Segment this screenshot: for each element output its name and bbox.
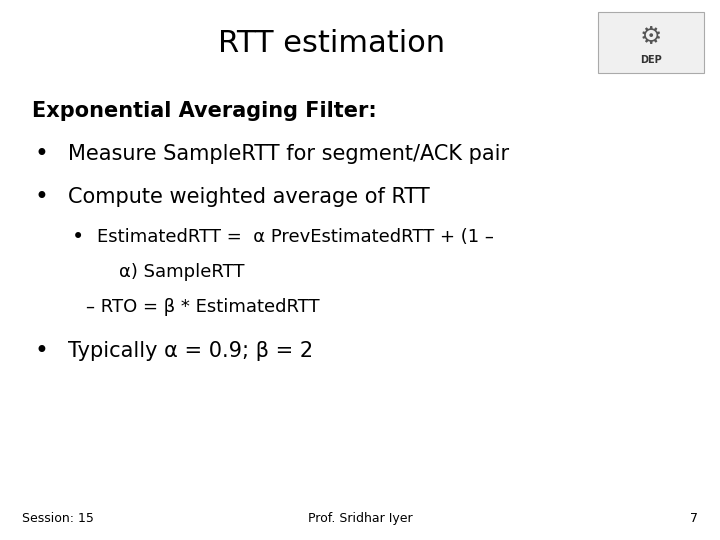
Text: •: • <box>35 185 48 209</box>
Text: Exponential Averaging Filter:: Exponential Averaging Filter: <box>32 100 377 121</box>
Text: Session: 15: Session: 15 <box>22 512 94 525</box>
FancyBboxPatch shape <box>598 12 704 73</box>
Text: Typically α = 0.9; β = 2: Typically α = 0.9; β = 2 <box>68 341 313 361</box>
Text: 7: 7 <box>690 512 698 525</box>
Text: •: • <box>35 142 48 166</box>
Text: Prof. Sridhar Iyer: Prof. Sridhar Iyer <box>307 512 413 525</box>
Text: Measure SampleRTT for segment/ACK pair: Measure SampleRTT for segment/ACK pair <box>68 144 510 164</box>
Text: EstimatedRTT =  α PrevEstimatedRTT + (1 –: EstimatedRTT = α PrevEstimatedRTT + (1 – <box>97 227 494 246</box>
Text: •: • <box>35 339 48 363</box>
Text: RTT estimation: RTT estimation <box>217 29 445 58</box>
Text: α) SampleRTT: α) SampleRTT <box>119 262 244 281</box>
Text: •: • <box>72 226 84 247</box>
Text: – RTO = β * EstimatedRTT: – RTO = β * EstimatedRTT <box>86 298 320 316</box>
Text: Compute weighted average of RTT: Compute weighted average of RTT <box>68 187 430 207</box>
Text: DEP: DEP <box>640 56 662 65</box>
Text: ⚙: ⚙ <box>639 25 662 49</box>
